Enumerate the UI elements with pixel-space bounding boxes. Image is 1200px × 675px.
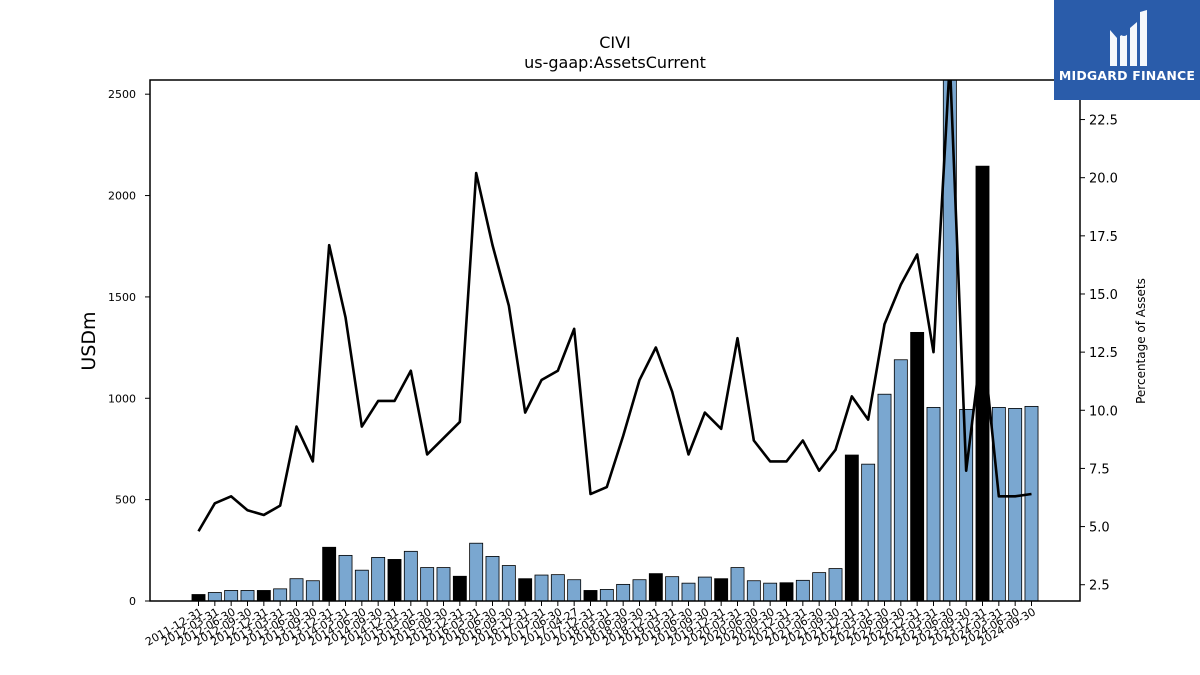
bars-layer: [191, 80, 1039, 601]
bar-2022-06-30: [877, 393, 892, 601]
bar-2015-06-30: [420, 567, 435, 601]
bar-2024-03-31: [991, 406, 1006, 601]
bar-2016-12-31: [518, 578, 533, 601]
bar-2013-03-31: [273, 588, 288, 601]
bar-2014-12-31: [387, 559, 402, 601]
y2-tick-label: 7.5: [1089, 462, 1110, 477]
bar-2016-06-30: [485, 556, 500, 601]
bar-2022-09-30: [893, 359, 908, 601]
bar-2020-09-30: [763, 582, 778, 601]
chart-subtitle: us-gaap:AssetsCurrent: [524, 53, 706, 72]
bar-2018-03-31: [599, 589, 614, 601]
y2-tick-label: 22.5: [1089, 114, 1118, 129]
bar-2018-09-30: [632, 579, 647, 601]
bar-2013-06-30: [289, 578, 304, 601]
midgard-logo-icon: [1110, 10, 1147, 66]
plot-frame: [149, 79, 1081, 602]
bar-2019-06-30: [681, 582, 696, 601]
bar-2011-12-31: [191, 594, 206, 601]
y-tick-label: 500: [115, 494, 136, 507]
bar-2015-09-30: [436, 567, 451, 601]
y2-tick-label: 20.0: [1089, 172, 1118, 187]
bar-2023-09-30: [959, 409, 974, 601]
bar-2020-03-31: [730, 567, 745, 601]
bar-2017-04-27: [567, 579, 582, 601]
y2-tick-label: 15.0: [1089, 288, 1118, 303]
y-axis-right: 2.5 5.0 7.5 10.0 12.5 15.0 17.5 20.0 22.5: [1080, 114, 1118, 594]
watermark-logo: MIDGARD FINANCE: [1054, 0, 1200, 100]
y2-tick-label: 12.5: [1089, 346, 1118, 361]
x-axis: 2011-12-312012-03-312012-06-302012-09-30…: [143, 601, 1038, 649]
y2-tick-label: 5.0: [1089, 521, 1110, 536]
watermark-text: MIDGARD FINANCE: [1058, 68, 1196, 83]
bar-2021-06-30: [812, 572, 827, 601]
y-tick-label: 1500: [108, 291, 136, 304]
bar-2012-03-31: [207, 592, 222, 601]
y-tick-label: 0: [129, 595, 136, 608]
bar-2019-03-31: [665, 576, 680, 601]
bar-2022-12-31: [910, 331, 925, 601]
bar-2021-12-31: [844, 454, 859, 601]
line-layer: [197, 80, 1032, 532]
y-axis-left: 0 500 1000 1500 2000 2500: [108, 88, 150, 608]
bar-2022-03-31: [861, 463, 876, 601]
y-tick-label: 2500: [108, 88, 136, 101]
bar-2014-09-30: [371, 557, 386, 601]
bar-2021-09-30: [828, 568, 843, 601]
line-series: [197, 80, 1032, 532]
bar-2013-12-31: [322, 546, 337, 601]
bar-2017-06-30: [550, 574, 565, 601]
bar-2024-09-30: [1024, 405, 1039, 601]
bar-2016-03-31: [469, 542, 484, 601]
bar-2012-09-30: [240, 590, 255, 601]
bar-2023-03-31: [926, 406, 941, 601]
bar-2012-12-31: [256, 590, 271, 601]
y-tick-label: 2000: [108, 190, 136, 203]
chart-title: CIVI: [599, 33, 631, 52]
bar-2018-06-30: [616, 583, 631, 601]
y2-axis-label: Percentage of Assets: [1134, 278, 1148, 404]
bar-2019-09-30: [697, 576, 712, 601]
bar-2019-12-31: [714, 578, 729, 601]
bar-2014-06-30: [354, 569, 369, 601]
bar-2024-06-30: [1008, 408, 1023, 601]
bar-2020-12-31: [779, 582, 794, 601]
y2-tick-label: 17.5: [1089, 230, 1118, 245]
y2-tick-label: 2.5: [1089, 579, 1110, 594]
bar-2012-06-30: [224, 590, 239, 601]
bar-2015-12-31: [452, 575, 467, 601]
bar-2017-03-31: [534, 574, 549, 601]
bar-2021-03-31: [795, 579, 810, 601]
y-axis-label: USDm: [78, 311, 100, 370]
bar-2018-12-31: [648, 573, 663, 601]
bar-2013-09-30: [305, 580, 320, 601]
bar-2014-03-31: [338, 554, 353, 601]
y-tick-label: 1000: [108, 392, 136, 405]
bar-2016-09-30: [501, 565, 516, 601]
bar-2017-12-31: [583, 590, 598, 601]
bar-2015-03-31: [403, 550, 418, 601]
bar-2020-06-30: [746, 580, 761, 601]
bar-2023-06-30: [942, 80, 957, 601]
y2-tick-label: 10.0: [1089, 404, 1118, 419]
